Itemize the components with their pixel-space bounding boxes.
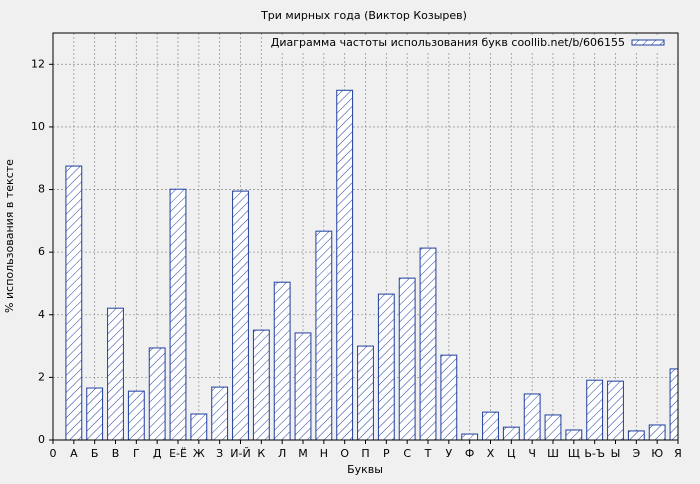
x-tick-label: З [216, 447, 223, 460]
bar [148, 347, 166, 440]
x-tick-label: Я [674, 447, 682, 460]
bar [211, 386, 229, 440]
bar [273, 281, 291, 440]
bar [190, 413, 208, 440]
x-tick-label: Ь-Ъ [584, 447, 605, 460]
bar [482, 411, 499, 440]
x-tick-label: Ц [507, 447, 516, 460]
x-tick-label: П [361, 447, 369, 460]
bar [419, 247, 437, 440]
bar [252, 329, 270, 440]
x-tick-label: Ф [465, 447, 474, 460]
bar [169, 188, 187, 440]
x-axis-label: Буквы [347, 463, 383, 476]
bar [398, 277, 416, 440]
y-tick-label: 8 [38, 183, 45, 196]
bar [107, 307, 124, 440]
x-tick-label: С [403, 447, 411, 460]
bar [377, 293, 395, 440]
x-tick-label: К [257, 447, 265, 460]
x-tick-label: Р [383, 447, 390, 460]
bar [440, 354, 458, 440]
chart-title: Три мирных года (Виктор Козырев) [260, 9, 467, 22]
x-tick-label: И-Й [230, 447, 250, 460]
x-tick-label: Х [487, 447, 495, 460]
x-tick-label: Ч [528, 447, 536, 460]
bar [336, 89, 354, 440]
bar [565, 429, 583, 440]
bar [648, 424, 666, 440]
bar [586, 379, 604, 440]
y-tick-label: 4 [38, 308, 45, 321]
legend-label: Диаграмма частоты использования букв coo… [271, 36, 625, 49]
x-tick-label: Ы [611, 447, 621, 460]
bar [544, 414, 562, 440]
bar [127, 390, 145, 440]
x-tick-label: Н [320, 447, 328, 460]
legend-swatch [631, 39, 665, 46]
x-tick-label: Д [153, 447, 162, 460]
bar [502, 426, 520, 440]
bar [627, 430, 645, 440]
y-tick-label: 2 [38, 370, 45, 383]
x-tick-label: У [445, 447, 452, 460]
x-tick-label: А [70, 447, 78, 460]
x-tick-label: Ш [547, 447, 559, 460]
bar [86, 387, 104, 440]
x-tick-label: В [112, 447, 120, 460]
bar [315, 230, 333, 440]
y-tick-label: 12 [31, 57, 45, 70]
legend-box [270, 35, 674, 51]
x-tick-label: Б [91, 447, 99, 460]
bar [65, 165, 83, 440]
y-axis-label: % использования в тексте [3, 159, 16, 313]
bar [294, 332, 312, 440]
x-tick-label: Л [278, 447, 286, 460]
y-tick-label: 10 [31, 120, 45, 133]
y-tick-label: 0 [38, 433, 45, 446]
x-tick-label: Г [133, 447, 140, 460]
x-tick-label: М [298, 447, 308, 460]
x-tick-label: Ж [193, 447, 205, 460]
x-tick-label: Е-Ё [169, 447, 187, 460]
x-tick-label: 0 [50, 447, 57, 460]
x-tick-label: О [340, 447, 349, 460]
x-tick-label: Ю [651, 447, 663, 460]
bar [232, 190, 249, 440]
bar [523, 393, 541, 440]
y-tick-label: 6 [38, 245, 45, 258]
bar [607, 380, 624, 440]
x-tick-label: Т [424, 447, 432, 460]
x-tick-label: Э [632, 447, 640, 460]
bar [357, 345, 374, 440]
bar [461, 433, 479, 440]
x-tick-label: Щ [568, 447, 580, 460]
